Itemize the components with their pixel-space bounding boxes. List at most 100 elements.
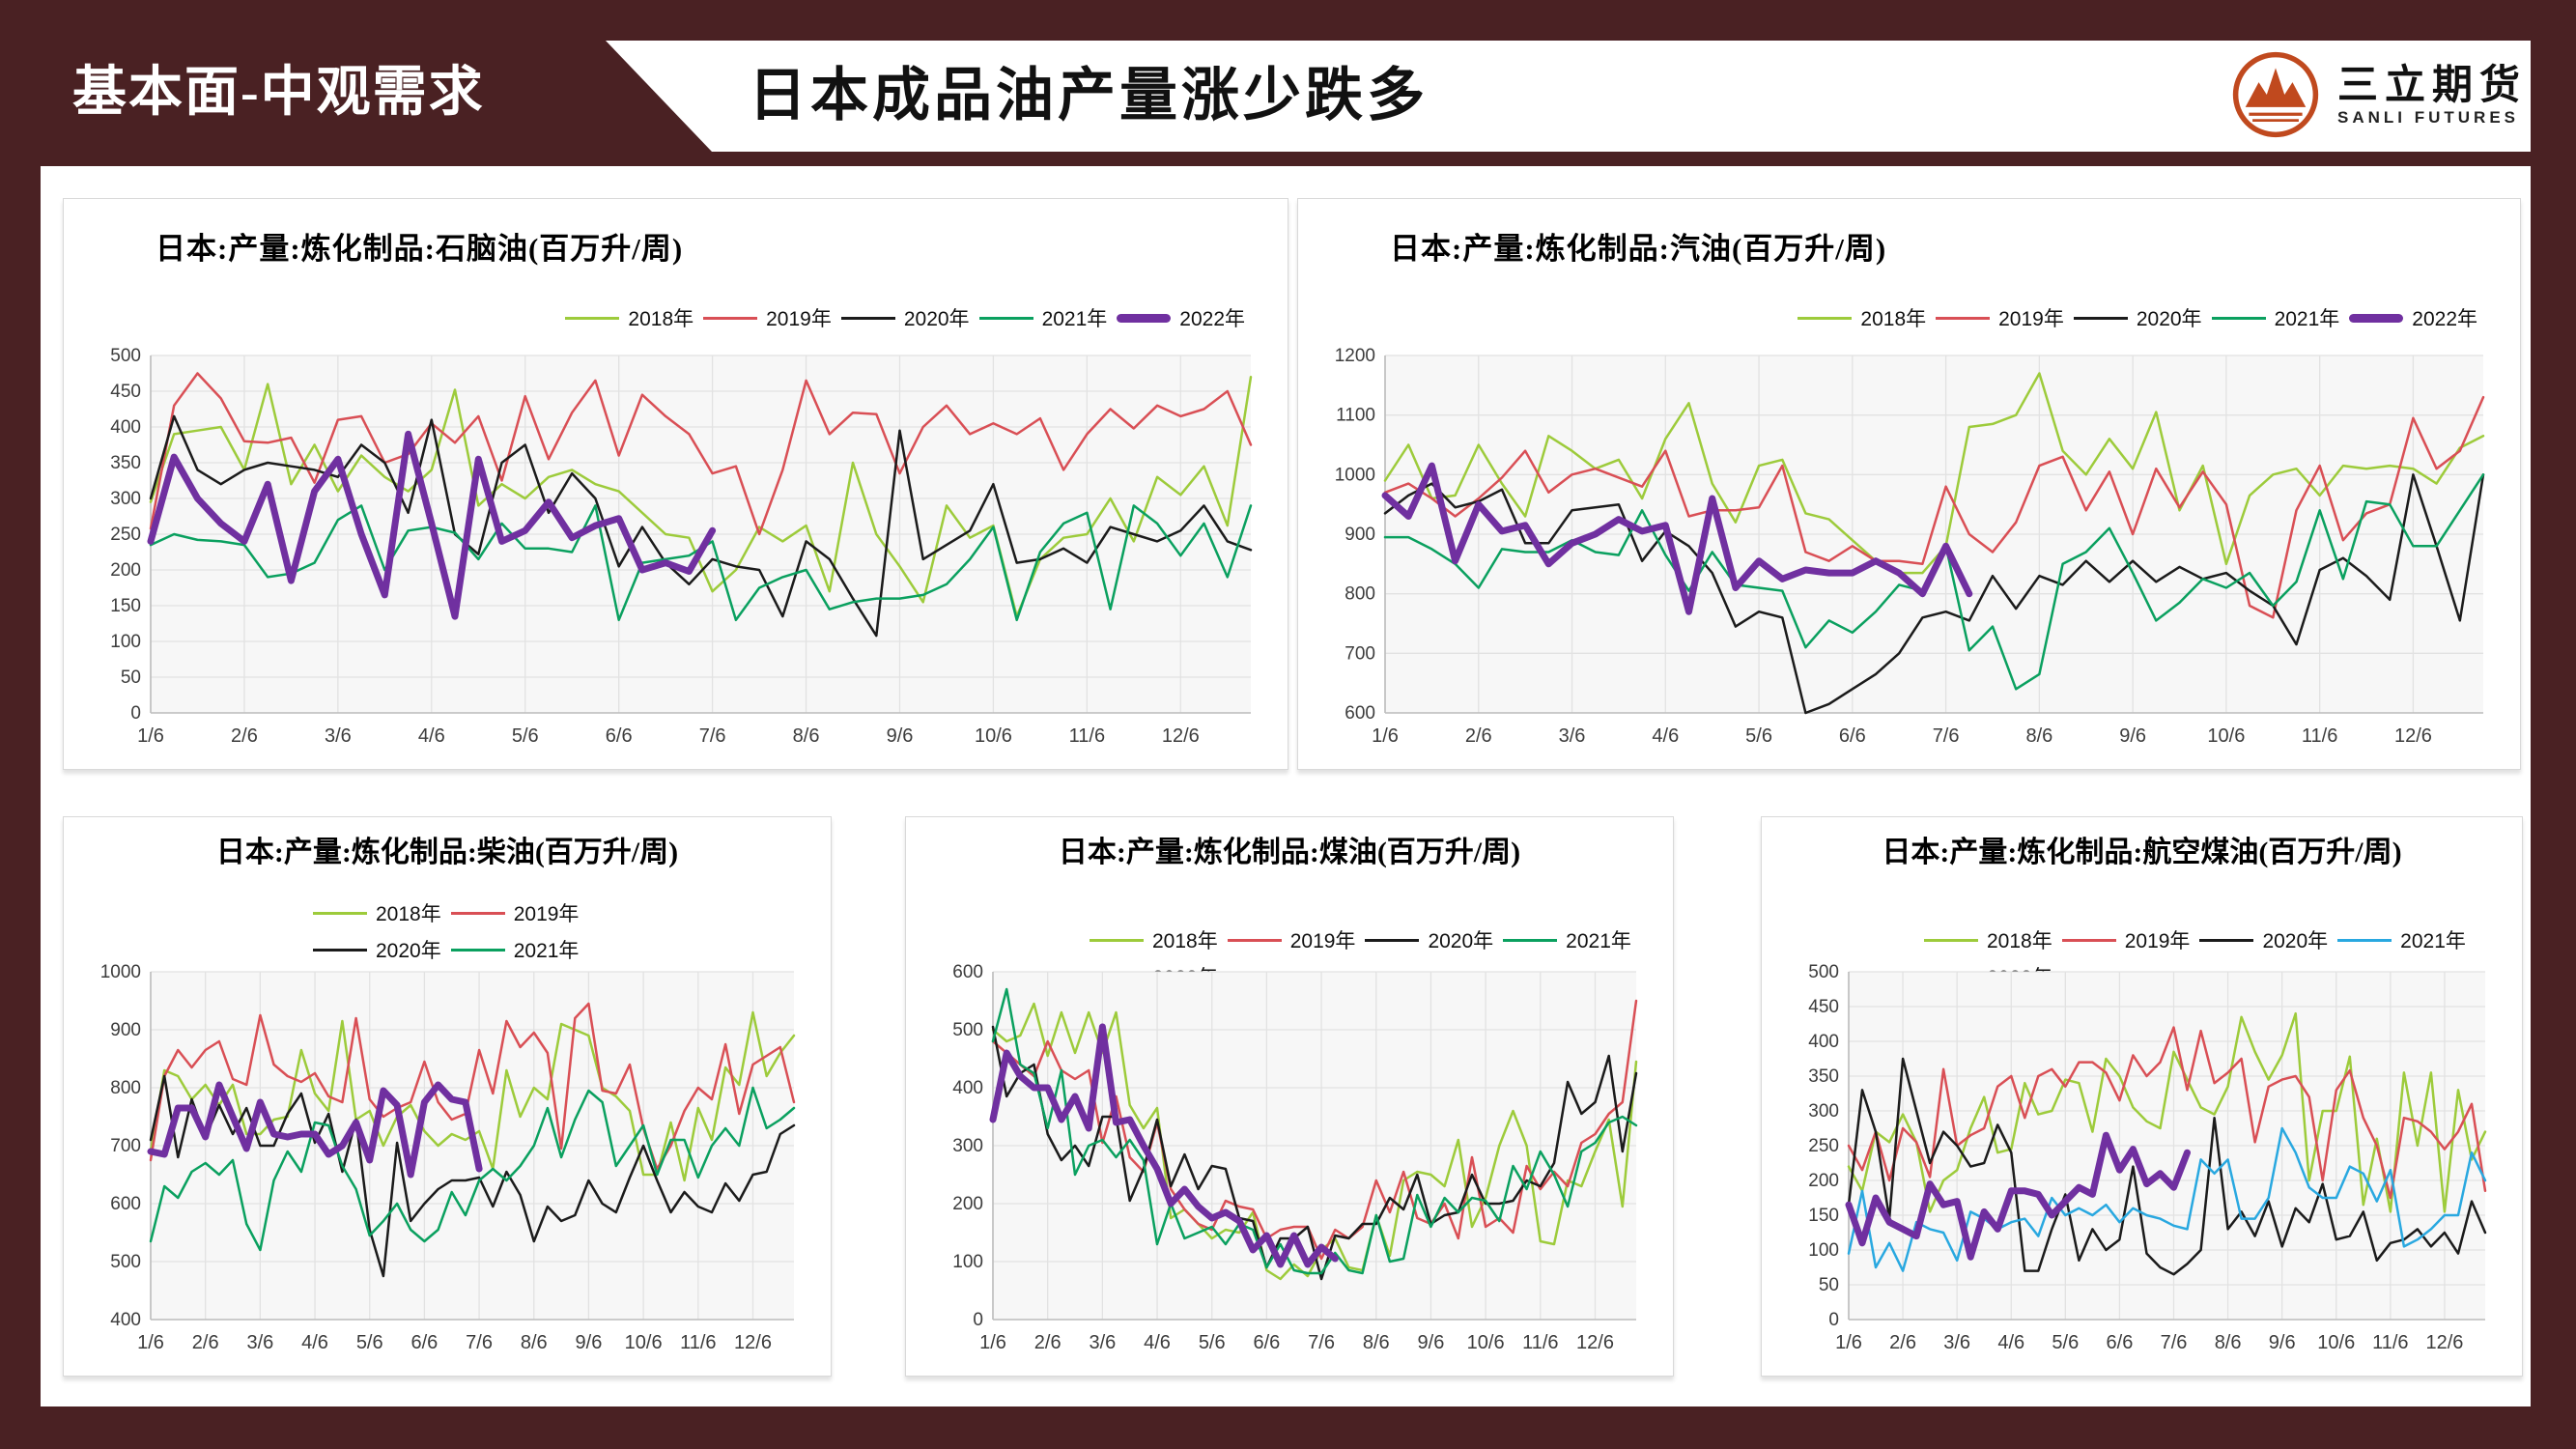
panel-naphtha-chart: 日本:产量:炼化制品:石脑油(百万升/周) 2018年 2019年 2020年 202… bbox=[63, 198, 1288, 770]
chart-plot-area: 400 500 600 700 800 900 1000 1/6 2/6 3/6 4/6 5/6 6/6… bbox=[89, 962, 809, 1362]
legend-item-2019年: 2019年 bbox=[1227, 925, 1355, 954]
svg-text:400: 400 bbox=[1808, 1032, 1839, 1052]
legend-line-swatch bbox=[565, 316, 620, 320]
svg-text:2/6: 2/6 bbox=[231, 725, 258, 747]
chart-title: 日本:产量:炼化制品:汽油(百万升/周) bbox=[1390, 232, 1887, 266]
logo-name-en: SANLI FUTURES bbox=[2337, 108, 2519, 128]
svg-text:3/6: 3/6 bbox=[1089, 1332, 1116, 1353]
left-border-strip bbox=[0, 0, 41, 1449]
svg-text:1000: 1000 bbox=[1335, 465, 1375, 485]
bottom-border-bar bbox=[0, 1406, 2576, 1449]
legend-line-swatch bbox=[1365, 938, 1420, 942]
chart-plot-area: 0 100 200 300 400 500 600 1/6 2/6 3/6 4/6 5/6 6/6 7/6… bbox=[931, 962, 1652, 1362]
legend-label: 2021年 bbox=[1041, 308, 1108, 330]
svg-text:10/6: 10/6 bbox=[975, 725, 1012, 747]
sanli-futures-logo: 三立期货 SANLI FUTURES bbox=[2231, 50, 2527, 139]
svg-text:7/6: 7/6 bbox=[699, 725, 726, 747]
legend-item-2021年: 2021年 bbox=[2337, 925, 2466, 954]
legend-label: 2021年 bbox=[1566, 930, 1631, 952]
svg-text:450: 450 bbox=[110, 382, 141, 402]
legend-label: 2018年 bbox=[1152, 930, 1218, 952]
svg-text:1/6: 1/6 bbox=[1372, 725, 1399, 747]
svg-text:12/6: 12/6 bbox=[2425, 1332, 2463, 1353]
svg-text:6/6: 6/6 bbox=[1253, 1332, 1280, 1353]
legend-label: 2021年 bbox=[2274, 308, 2340, 330]
legend-line-swatch bbox=[313, 948, 367, 952]
legend-label: 2021年 bbox=[2400, 930, 2466, 952]
chart-svg: 600 700 800 900 1000 1100 1200 1/6 2/6 3/6 4/6 5/6 6… bbox=[1335, 346, 2485, 747]
svg-text:100: 100 bbox=[1808, 1240, 1839, 1261]
legend-line-swatch bbox=[978, 316, 1033, 320]
svg-text:500: 500 bbox=[110, 1252, 141, 1272]
legend-line-swatch bbox=[2073, 316, 2128, 320]
legend-line-swatch bbox=[2349, 313, 2404, 323]
svg-text:10/6: 10/6 bbox=[1467, 1332, 1505, 1353]
svg-text:10/6: 10/6 bbox=[2317, 1332, 2355, 1353]
svg-text:150: 150 bbox=[110, 596, 141, 616]
svg-text:700: 700 bbox=[1345, 643, 1375, 664]
svg-text:7/6: 7/6 bbox=[1933, 725, 1960, 747]
svg-text:7/6: 7/6 bbox=[1308, 1332, 1335, 1353]
svg-text:8/6: 8/6 bbox=[1363, 1332, 1390, 1353]
svg-text:12/6: 12/6 bbox=[1576, 1332, 1614, 1353]
section-label: 基本面-中观需求 bbox=[72, 63, 485, 123]
svg-text:9/6: 9/6 bbox=[887, 725, 914, 747]
svg-text:200: 200 bbox=[110, 560, 141, 581]
svg-text:1200: 1200 bbox=[1335, 346, 1375, 366]
svg-text:800: 800 bbox=[1345, 584, 1375, 605]
chart-plot-area: 0 50 100 150 200 250 300 350 400 450 500 1/6 2/6 3/6 4… bbox=[1787, 962, 2501, 1362]
svg-text:300: 300 bbox=[1808, 1101, 1839, 1122]
svg-text:350: 350 bbox=[110, 453, 141, 473]
legend-item-2018年: 2018年 bbox=[1090, 925, 1218, 954]
header-title-band bbox=[606, 41, 2576, 152]
chart-svg: 0 50 100 150 200 250 300 350 400 450 500 1/6 2/6 3/6 4… bbox=[1808, 962, 2487, 1353]
svg-text:3/6: 3/6 bbox=[1943, 1332, 1970, 1353]
legend-line-swatch bbox=[2211, 316, 2266, 320]
legend-line-swatch bbox=[313, 911, 367, 915]
svg-text:10/6: 10/6 bbox=[2207, 725, 2245, 747]
svg-text:700: 700 bbox=[110, 1136, 141, 1156]
svg-text:200: 200 bbox=[952, 1194, 983, 1214]
legend-label: 2020年 bbox=[376, 940, 441, 962]
svg-text:5/6: 5/6 bbox=[356, 1332, 383, 1353]
svg-text:10/6: 10/6 bbox=[625, 1332, 663, 1353]
svg-text:1/6: 1/6 bbox=[1835, 1332, 1862, 1353]
legend-label: 2020年 bbox=[903, 308, 970, 330]
svg-text:2/6: 2/6 bbox=[192, 1332, 219, 1353]
legend-label: 2018年 bbox=[628, 308, 694, 330]
legend-line-swatch bbox=[2337, 938, 2392, 942]
svg-text:4/6: 4/6 bbox=[418, 725, 445, 747]
svg-text:7/6: 7/6 bbox=[2161, 1332, 2188, 1353]
header-band: 基本面-中观需求 日本成品油产量涨少跌多 三立期货 SANLI FUTURES bbox=[0, 0, 2576, 166]
svg-text:4/6: 4/6 bbox=[1997, 1332, 2024, 1353]
legend-item-2021年: 2021年 bbox=[978, 303, 1108, 332]
svg-text:9/6: 9/6 bbox=[576, 1332, 603, 1353]
svg-text:150: 150 bbox=[1808, 1206, 1839, 1226]
legend-line-swatch bbox=[703, 316, 758, 320]
legend-item-2018年: 2018年 bbox=[565, 303, 694, 332]
panel-jet-fuel-chart: 日本:产量:炼化制品:航空煤油(百万升/周) 2018年 2019年 2020年 20… bbox=[1761, 816, 2523, 1377]
page-title: 日本成品油产量涨少跌多 bbox=[749, 64, 1429, 128]
svg-text:8/6: 8/6 bbox=[521, 1332, 548, 1353]
svg-text:2/6: 2/6 bbox=[1889, 1332, 1916, 1353]
svg-text:1000: 1000 bbox=[100, 962, 141, 982]
svg-text:350: 350 bbox=[1808, 1066, 1839, 1087]
legend-item-2020年: 2020年 bbox=[1365, 925, 1493, 954]
right-border-strip bbox=[2531, 0, 2576, 1449]
legend-item-2022年: 2022年 bbox=[1117, 303, 1245, 332]
svg-text:500: 500 bbox=[110, 346, 141, 366]
chart-title: 日本:产量:炼化制品:石脑油(百万升/周) bbox=[156, 232, 684, 266]
legend-line-swatch bbox=[1924, 938, 1978, 942]
chart-title: 日本:产量:炼化制品:柴油(百万升/周) bbox=[215, 837, 679, 868]
svg-text:8/6: 8/6 bbox=[2025, 725, 2052, 747]
legend-label: 2018年 bbox=[376, 903, 441, 925]
svg-text:4/6: 4/6 bbox=[1652, 725, 1679, 747]
legend-label: 2018年 bbox=[1987, 930, 2052, 952]
svg-text:50: 50 bbox=[121, 668, 141, 688]
svg-text:600: 600 bbox=[1345, 703, 1375, 724]
legend-line-swatch bbox=[450, 948, 505, 952]
svg-text:900: 900 bbox=[1345, 525, 1375, 545]
svg-text:500: 500 bbox=[1808, 962, 1839, 982]
svg-text:9/6: 9/6 bbox=[2269, 1332, 2296, 1353]
